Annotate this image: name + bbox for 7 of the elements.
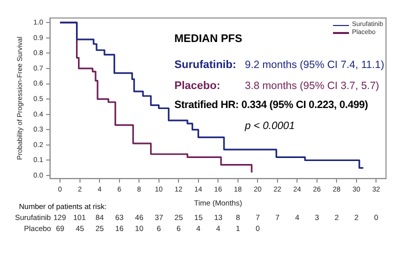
annotation: 3.8 months (95% CI 3.7, 5.7) <box>244 80 380 92</box>
annotation: 9.2 months (95% CI 7.4, 11.1) <box>244 58 384 71</box>
annotation: Stratified HR: 0.334 (95% CI 0.223, 0.499) <box>174 98 368 111</box>
annotation: Surufatinib: <box>174 58 236 71</box>
annotation: Placebo: <box>174 80 220 92</box>
annotation: p < 0.0001 <box>244 120 295 132</box>
annotation: MEDIAN PFS <box>174 33 242 46</box>
